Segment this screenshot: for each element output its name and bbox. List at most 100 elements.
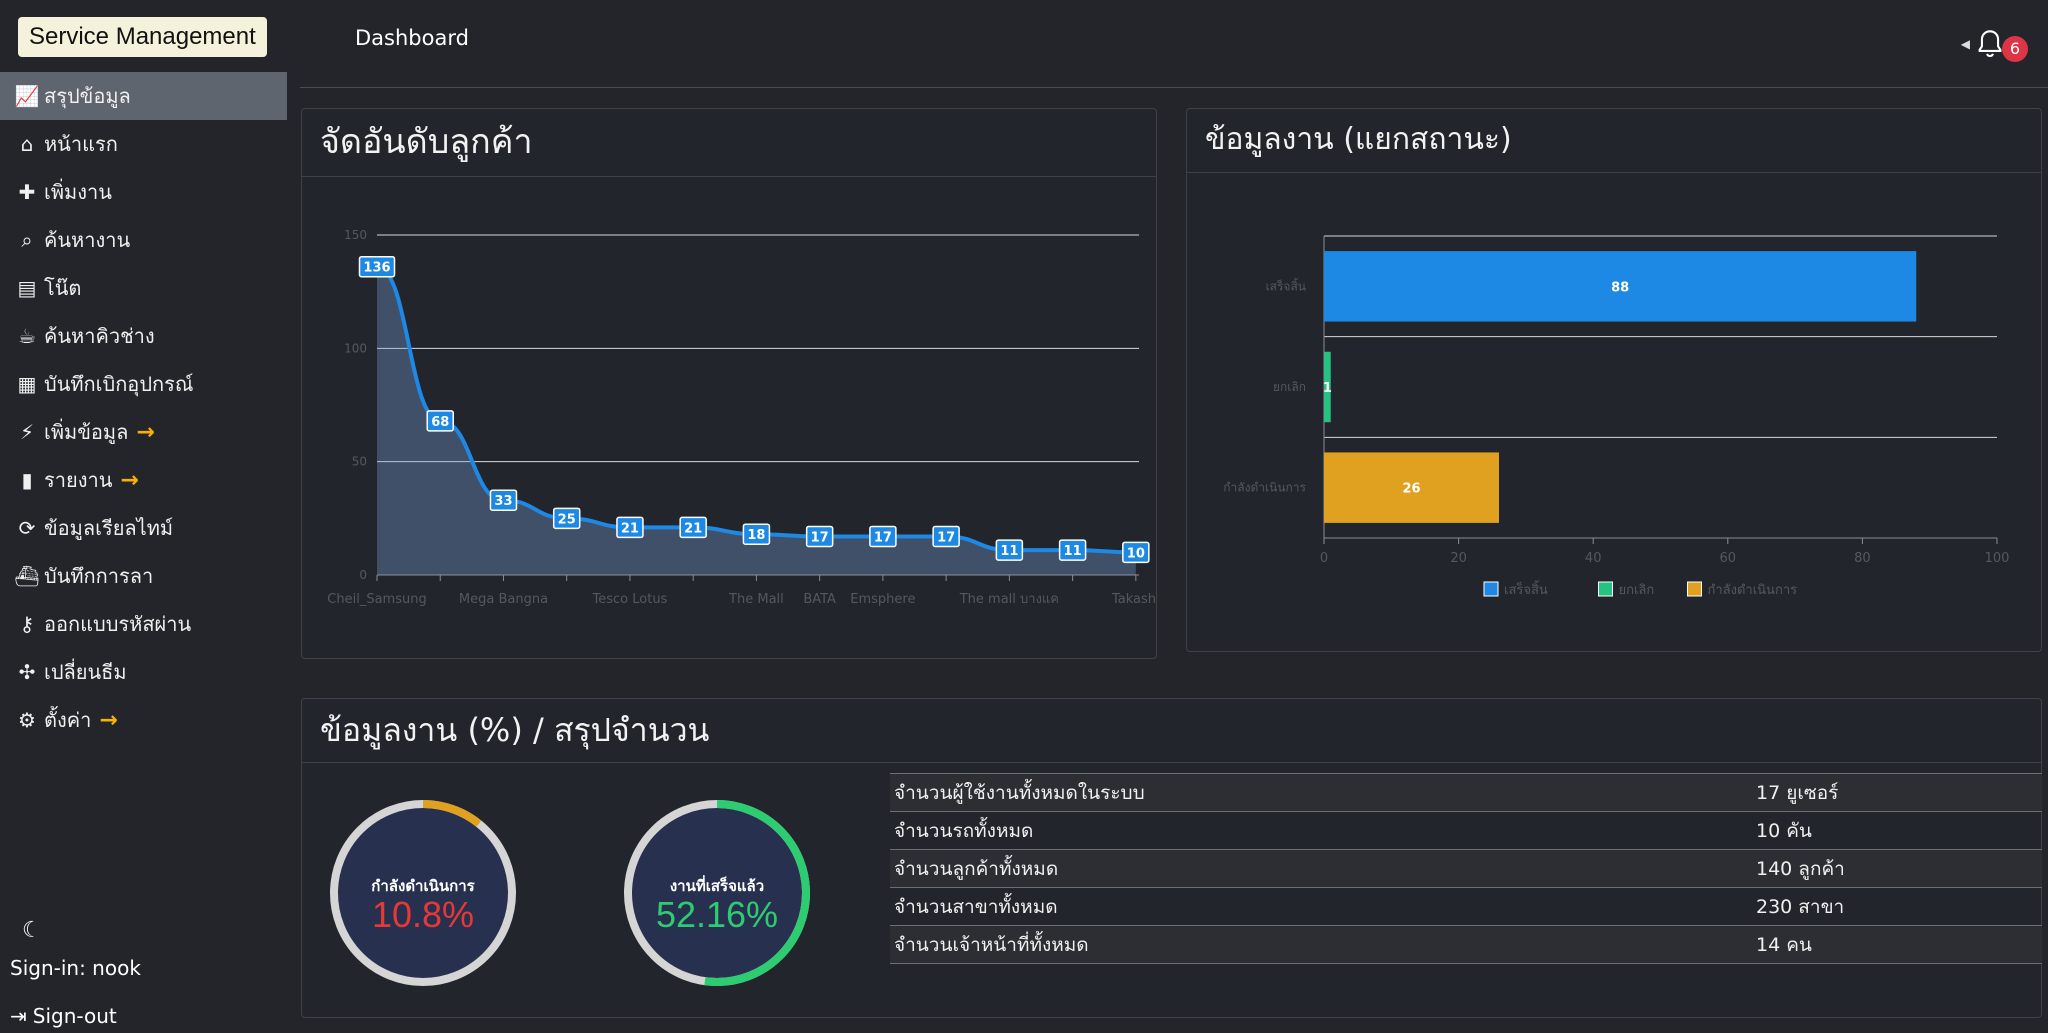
data-label-box <box>489 489 518 511</box>
ship-icon: ⛴ <box>14 564 40 588</box>
arrow-right-icon: → <box>120 467 139 493</box>
data-label: 17 <box>811 530 829 545</box>
gauge-label: กำลังดำเนินการ <box>371 877 475 895</box>
gauge-ring <box>330 800 516 986</box>
data-label-box <box>742 523 771 545</box>
y-tick-label: 50 <box>352 455 367 469</box>
sidebar-item-1[interactable]: ⌂ หน้าแรก <box>0 120 287 168</box>
legend-label: ยกเลิก <box>1619 583 1655 598</box>
summary-label: จำนวนลูกค้าทั้งหมด <box>890 849 1752 888</box>
person-add-icon: ✚ <box>18 180 36 204</box>
sidebar-item-label: โน๊ต <box>44 276 82 300</box>
table-row: จำนวนรถทั้งหมด 10 คัน <box>890 811 2042 850</box>
sidebar-item-2[interactable]: ✚ เพิ่มงาน <box>0 168 287 216</box>
sidebar-item-label: ข้อมูลเรียลไทม์ <box>44 516 174 540</box>
key-icon: ⚷ <box>19 612 35 636</box>
figma-icon: ✣ <box>18 660 36 684</box>
sidebar-item-6[interactable]: ▦ บันทึกเบิกอุปกรณ์ <box>0 360 287 408</box>
book-icon: ▤ <box>17 276 37 300</box>
x-tick-label: 80 <box>1854 551 1871 566</box>
gauge-face <box>337 807 509 979</box>
signout-icon: ⇥ <box>10 1004 27 1028</box>
sidebar-item-label: หน้าแรก <box>44 132 118 156</box>
home-icon: ⌂ <box>20 132 34 156</box>
sidebar-item-3[interactable]: ⌕ ค้นหางาน <box>0 216 287 264</box>
gauge-completed: งานที่เสร็จแล้ว 52.16% <box>622 798 812 988</box>
y-tick-label: กำลังดำเนินการ <box>1223 481 1306 495</box>
data-label-box <box>679 516 707 539</box>
table-row: จำนวนผู้ใช้งานทั้งหมดในระบบ 17 ยูเซอร์ <box>890 773 2042 812</box>
bar-value-label: 26 <box>1402 482 1420 497</box>
bell-icon[interactable] <box>1976 29 2004 59</box>
summary-value: 10 คัน <box>1752 811 2042 850</box>
signin-status: Sign-in: nook <box>10 956 141 980</box>
data-label-box <box>869 525 897 548</box>
gauge-progress-arc <box>330 800 516 986</box>
data-label-box <box>995 539 1024 561</box>
sidebar-item-13[interactable]: ⚙ ตั้งค่า → <box>0 696 287 744</box>
bar-chart-icon: ▮ <box>21 468 33 492</box>
sidebar-item-12[interactable]: ✣ เปลี่ยนธีม <box>0 648 287 696</box>
gear-icon: ⚙ <box>18 708 36 732</box>
summary-label: จำนวนรถทั้งหมด <box>890 811 1752 850</box>
brand-logo[interactable]: Service Management <box>18 17 267 57</box>
table-row: จำนวนเจ้าหน้าที่ทั้งหมด 14 คน <box>890 925 2042 964</box>
data-label: 11 <box>1000 544 1018 559</box>
data-label: 10 <box>1127 546 1145 561</box>
data-label-box <box>358 255 396 278</box>
x-tick-label: 0 <box>1320 551 1328 566</box>
gauge-progress-arc <box>624 800 810 986</box>
sidebar-item-5[interactable]: ☕ ค้นหาคิวช่าง <box>0 312 287 360</box>
gauge-in-progress: กำลังดำเนินการ 10.8% <box>328 798 518 988</box>
job-status-card: ข้อมูลงาน (แยกสถานะ) 0 20 40 60 80 100 เสร็จสิ… <box>1186 108 2042 652</box>
summary-value: 17 ยูเซอร์ <box>1752 773 2042 812</box>
coffee-icon: ☕ <box>18 324 36 348</box>
theme-moon-icon[interactable]: ☾ <box>22 918 42 943</box>
data-label-box <box>552 507 581 530</box>
legend-swatch <box>1483 581 1499 597</box>
sidebar-item-8[interactable]: ▮ รายงาน → <box>0 456 287 504</box>
x-tick-label: Emsphere <box>850 592 915 607</box>
data-label: 11 <box>1064 544 1082 559</box>
y-tick-label: 100 <box>344 341 367 355</box>
legend-swatch <box>1687 581 1702 597</box>
x-tick-label: 40 <box>1585 551 1602 566</box>
data-label-box <box>1122 541 1150 564</box>
bar-value-label: 1 <box>1323 381 1332 396</box>
notifications[interactable]: ◀ 6 <box>1961 26 2028 62</box>
signout-link[interactable]: ⇥ Sign-out <box>10 1004 117 1028</box>
summary-label: จำนวนผู้ใช้งานทั้งหมดในระบบ <box>890 773 1752 812</box>
table-row: จำนวนสาขาทั้งหมด 230 สาขา <box>890 887 2042 926</box>
refresh-icon: ⟳ <box>18 516 36 540</box>
data-label: 25 <box>558 512 576 527</box>
sidebar-item-11[interactable]: ⚷ ออกแบบรหัสผ่าน <box>0 600 287 648</box>
y-tick-label: ยกเลิก <box>1273 380 1306 394</box>
sidebar-item-9[interactable]: ⟳ ข้อมูลเรียลไทม์ <box>0 504 287 552</box>
summary-table: จำนวนผู้ใช้งานทั้งหมดในระบบ 17 ยูเซอร์ จำ… <box>890 773 2042 964</box>
data-label: 136 <box>363 261 390 276</box>
sidebar-item-10[interactable]: ⛴ บันทึกการลา <box>0 552 287 600</box>
x-tick-label: The Mall <box>728 592 784 607</box>
plug-add-icon: ⚡ <box>19 420 35 444</box>
summary-value: 140 ลูกค้า <box>1752 849 2042 888</box>
sidebar: Service Management 📈 สรุปข้อมูล ⌂ หน้าแรก ✚ เ… <box>0 0 287 1033</box>
x-tick-label: Cheil_Samsung <box>327 592 426 607</box>
bar <box>1324 251 1917 322</box>
sidebar-item-7[interactable]: ⚡ เพิ่มข้อมูล → <box>0 408 287 456</box>
chart-line-icon: 📈 <box>14 84 40 108</box>
sidebar-item-label: บันทึกเบิกอุปกรณ์ <box>44 372 194 396</box>
summary-value: 14 คน <box>1752 925 2042 964</box>
data-label-box <box>616 516 644 539</box>
sidebar-item-4[interactable]: ▤ โน๊ต <box>0 264 287 312</box>
data-label-box <box>932 525 960 548</box>
x-tick-label: The mall บางแค <box>959 592 1059 607</box>
data-label-box <box>805 525 834 548</box>
data-label: 21 <box>621 521 639 536</box>
data-label: 18 <box>747 528 765 543</box>
x-tick-label: 100 <box>1985 551 2010 566</box>
sidebar-item-0[interactable]: 📈 สรุปข้อมูล <box>0 72 287 120</box>
arrow-right-icon: → <box>99 707 118 733</box>
x-tick-label: 20 <box>1450 551 1467 566</box>
y-tick-label: 0 <box>359 568 367 582</box>
sidebar-item-label: ออกแบบรหัสผ่าน <box>44 612 192 636</box>
